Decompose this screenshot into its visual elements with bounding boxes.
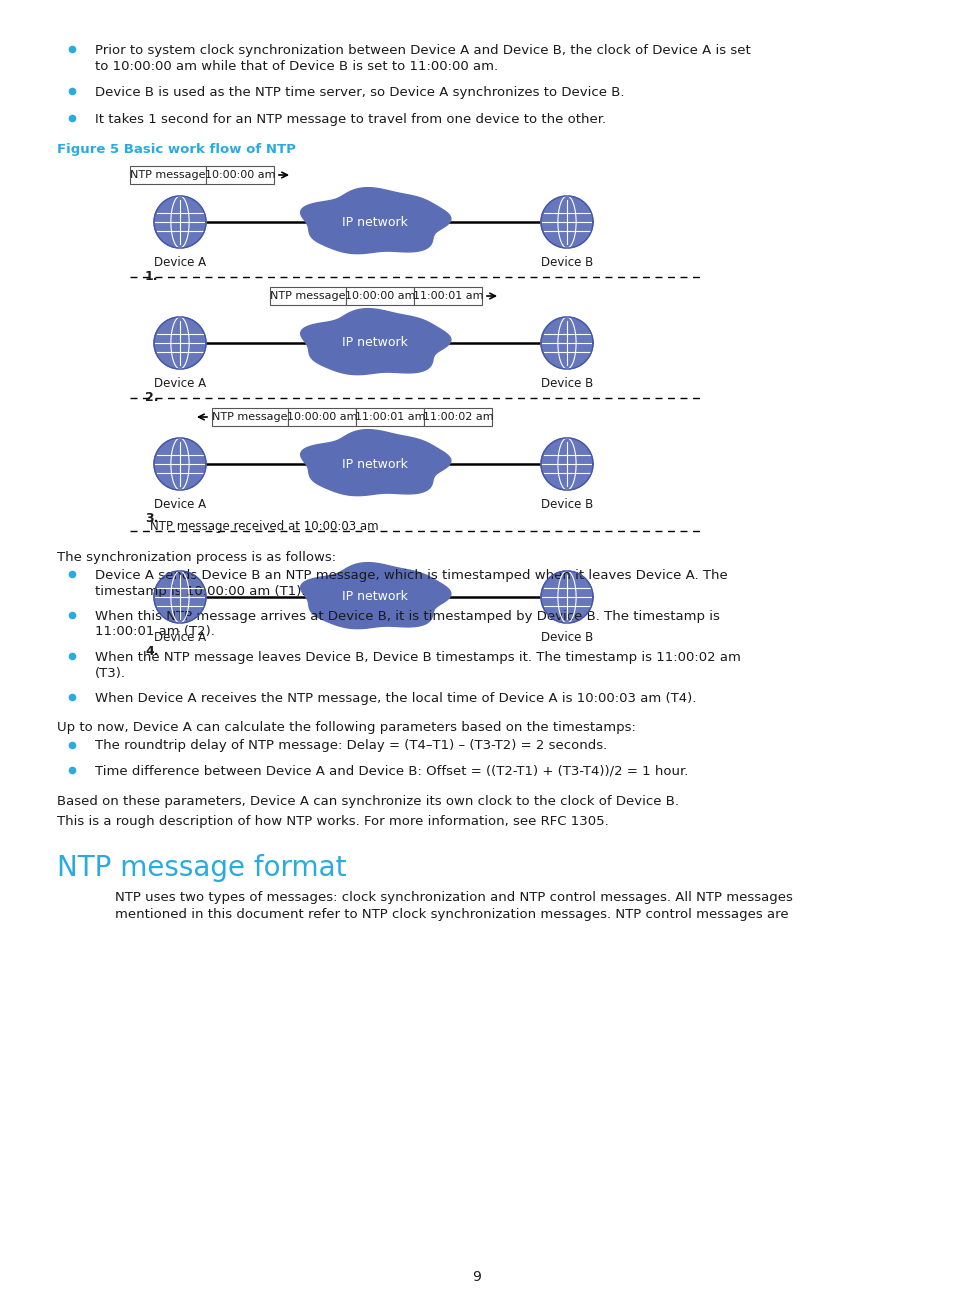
Text: Device A: Device A	[153, 498, 206, 511]
FancyBboxPatch shape	[355, 408, 423, 426]
Text: 10:00:00 am: 10:00:00 am	[344, 292, 415, 301]
FancyBboxPatch shape	[212, 408, 288, 426]
Circle shape	[153, 572, 206, 623]
Text: (T3).: (T3).	[95, 666, 126, 679]
Text: Device A: Device A	[153, 257, 206, 270]
Text: When the NTP message leaves Device B, Device B timestamps it. The timestamp is 1: When the NTP message leaves Device B, De…	[95, 651, 740, 664]
Text: 10:00:00 am: 10:00:00 am	[287, 412, 356, 422]
Circle shape	[153, 318, 206, 369]
Text: 4.: 4.	[145, 645, 158, 658]
Text: It takes 1 second for an NTP message to travel from one device to the other.: It takes 1 second for an NTP message to …	[95, 113, 605, 126]
Text: The synchronization process is as follows:: The synchronization process is as follow…	[57, 551, 335, 564]
Text: 1.: 1.	[145, 270, 158, 283]
Text: IP network: IP network	[342, 337, 408, 350]
FancyBboxPatch shape	[206, 166, 274, 184]
Text: Device B: Device B	[540, 257, 593, 270]
Text: NTP uses two types of messages: clock synchronization and NTP control messages. : NTP uses two types of messages: clock sy…	[115, 892, 792, 905]
Text: 11:00:01 am: 11:00:01 am	[413, 292, 483, 301]
Polygon shape	[300, 562, 451, 629]
Text: 2.: 2.	[145, 391, 158, 404]
Circle shape	[153, 196, 206, 248]
FancyBboxPatch shape	[414, 286, 481, 305]
Text: Device A: Device A	[153, 377, 206, 390]
Text: Device A sends Device B an NTP message, which is timestamped when it leaves Devi: Device A sends Device B an NTP message, …	[95, 569, 727, 582]
FancyBboxPatch shape	[288, 408, 355, 426]
Text: 10:00:00 am: 10:00:00 am	[205, 170, 275, 180]
Circle shape	[540, 318, 593, 369]
Text: Based on these parameters, Device A can synchronize its own clock to the clock o: Based on these parameters, Device A can …	[57, 794, 679, 807]
Text: Device B is used as the NTP time server, so Device A synchronizes to Device B.: Device B is used as the NTP time server,…	[95, 86, 624, 98]
Text: Up to now, Device A can calculate the following parameters based on the timestam: Up to now, Device A can calculate the fo…	[57, 722, 636, 735]
FancyBboxPatch shape	[130, 166, 206, 184]
FancyBboxPatch shape	[270, 286, 346, 305]
Text: Device A: Device A	[153, 631, 206, 644]
Text: Prior to system clock synchronization between Device A and Device B, the clock o: Prior to system clock synchronization be…	[95, 44, 750, 57]
Text: 11:00:01 am (T2).: 11:00:01 am (T2).	[95, 626, 214, 639]
Text: 3.: 3.	[145, 512, 158, 525]
Text: IP network: IP network	[342, 215, 408, 228]
Text: Device B: Device B	[540, 631, 593, 644]
Polygon shape	[300, 430, 451, 495]
Text: Time difference between Device A and Device B: Offset = ((T2-T1) + (T3-T4))/2 = : Time difference between Device A and Dev…	[95, 765, 688, 778]
FancyBboxPatch shape	[423, 408, 492, 426]
Text: When Device A receives the NTP message, the local time of Device A is 10:00:03 a: When Device A receives the NTP message, …	[95, 692, 696, 705]
Text: When this NTP message arrives at Device B, it is timestamped by Device B. The ti: When this NTP message arrives at Device …	[95, 610, 720, 623]
Text: timestamp is 10:00:00 am (T1).: timestamp is 10:00:00 am (T1).	[95, 584, 305, 597]
Text: IP network: IP network	[342, 591, 408, 604]
Text: to 10:00:00 am while that of Device B is set to 11:00:00 am.: to 10:00:00 am while that of Device B is…	[95, 60, 497, 73]
Polygon shape	[300, 308, 451, 375]
Text: Device B: Device B	[540, 377, 593, 390]
Text: NTP message: NTP message	[131, 170, 206, 180]
FancyBboxPatch shape	[346, 286, 414, 305]
Text: This is a rough description of how NTP works. For more information, see RFC 1305: This is a rough description of how NTP w…	[57, 815, 608, 828]
Circle shape	[540, 438, 593, 490]
Text: 11:00:01 am: 11:00:01 am	[355, 412, 425, 422]
Text: 11:00:02 am: 11:00:02 am	[422, 412, 493, 422]
Polygon shape	[300, 188, 451, 254]
Circle shape	[153, 438, 206, 490]
Text: mentioned in this document refer to NTP clock synchronization messages. NTP cont: mentioned in this document refer to NTP …	[115, 908, 788, 921]
Circle shape	[540, 572, 593, 623]
Text: NTP message: NTP message	[212, 412, 288, 422]
Text: Figure 5 Basic work flow of NTP: Figure 5 Basic work flow of NTP	[57, 143, 295, 156]
Text: Device B: Device B	[540, 498, 593, 511]
Circle shape	[540, 196, 593, 248]
Text: The roundtrip delay of NTP message: Delay = (T4–T1) – (T3-T2) = 2 seconds.: The roundtrip delay of NTP message: Dela…	[95, 740, 607, 753]
Text: NTP message format: NTP message format	[57, 854, 346, 881]
Text: NTP message: NTP message	[270, 292, 345, 301]
Text: 9: 9	[472, 1270, 481, 1284]
Text: IP network: IP network	[342, 457, 408, 470]
Text: NTP message received at 10:00:03 am: NTP message received at 10:00:03 am	[150, 520, 378, 533]
